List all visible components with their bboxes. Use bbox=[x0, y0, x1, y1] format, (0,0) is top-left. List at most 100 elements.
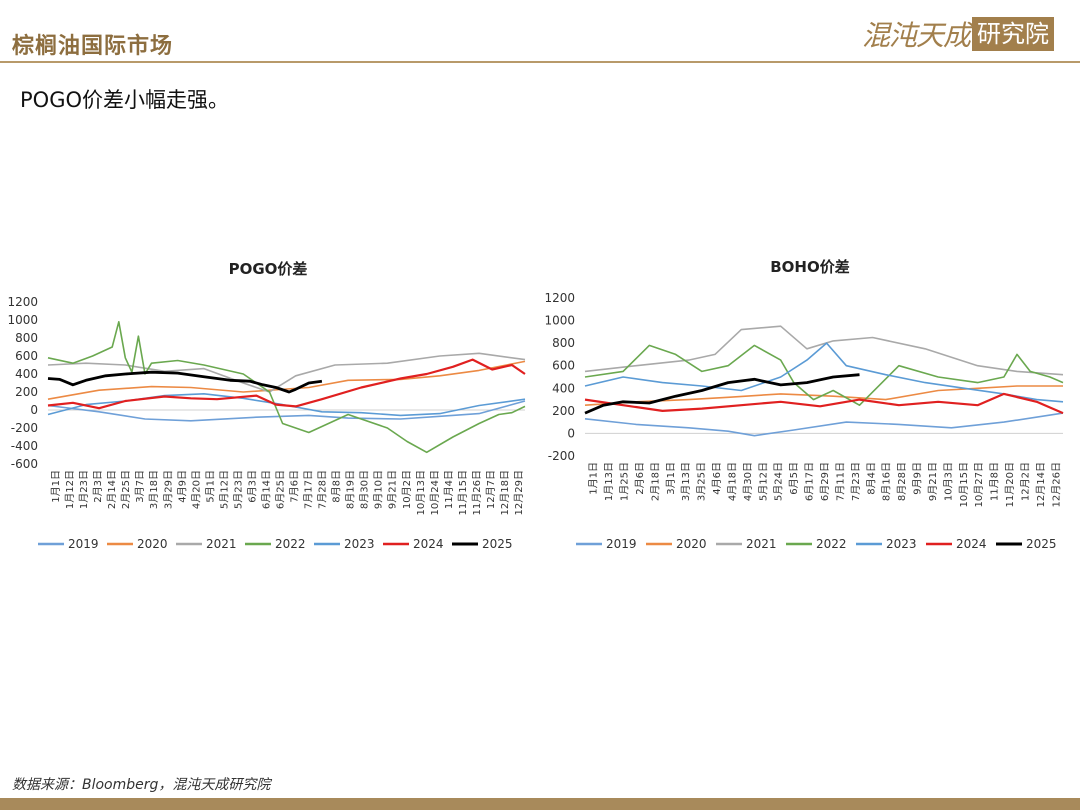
logo-text-left: 混沌天成 bbox=[861, 19, 971, 52]
logo-text-right: 研究院 bbox=[972, 17, 1054, 51]
x-tick-label: 6月5日 bbox=[788, 462, 800, 495]
x-tick-label: 12月2日 bbox=[1019, 462, 1031, 501]
x-tick-label: 11月26日 bbox=[471, 470, 483, 515]
data-source-note: 数据来源：Bloomberg，混沌天成研究院 bbox=[12, 777, 271, 793]
x-tick-label: 10月27日 bbox=[973, 462, 985, 507]
x-tick-label: 11月8日 bbox=[989, 462, 1001, 501]
pogo-spread-chart: POGO价差 -600 -400 -200 0 200 400 600 800 1000 1200 1… bbox=[0, 250, 540, 570]
series-line-2022 bbox=[584, 344, 1064, 406]
y-tick-label: -200 bbox=[11, 421, 38, 435]
series-line-2021 bbox=[47, 352, 526, 393]
x-tick-label: 8月28日 bbox=[896, 462, 908, 501]
x-tick-label: 8月8日 bbox=[331, 470, 343, 503]
y-tick-label: -600 bbox=[11, 457, 38, 471]
y-tick-label: 0 bbox=[567, 426, 575, 440]
x-tick-label: 12月26日 bbox=[1050, 462, 1062, 507]
x-tick-label: 6月14日 bbox=[260, 470, 272, 509]
x-tick-label: 5月24日 bbox=[773, 462, 785, 501]
x-tick-label: 10月15日 bbox=[958, 462, 970, 507]
x-tick-label: 2月3日 bbox=[92, 470, 104, 503]
chart-title: POGO价差 bbox=[229, 260, 308, 278]
x-tick-label: 6月17日 bbox=[804, 462, 816, 501]
legend-label-2021: 2021 bbox=[206, 537, 237, 551]
x-tick-label: 4月20日 bbox=[190, 470, 202, 509]
legend-label-2022: 2022 bbox=[275, 537, 306, 551]
x-tick-label: 2月25日 bbox=[120, 470, 132, 509]
x-tick-label: 10月2日 bbox=[401, 470, 413, 509]
x-tick-label: 8月30日 bbox=[359, 470, 371, 509]
legend-label-2023: 2023 bbox=[344, 537, 375, 551]
footer-bar bbox=[0, 798, 1080, 810]
x-tick-label: 2月6日 bbox=[634, 462, 646, 495]
legend-label-2020: 2020 bbox=[676, 537, 707, 551]
y-tick-label: 600 bbox=[15, 349, 38, 363]
series-line-2021 bbox=[584, 325, 1064, 376]
legend-label-2024: 2024 bbox=[956, 537, 987, 551]
x-tick-label: 3月13日 bbox=[680, 462, 692, 501]
x-tick-label: 1月13日 bbox=[603, 462, 615, 501]
y-tick-label: 1000 bbox=[544, 314, 575, 328]
x-tick-label: 8月16日 bbox=[881, 462, 893, 501]
x-tick-label: 1月1日 bbox=[588, 462, 600, 495]
x-tick-label: 3月29日 bbox=[162, 470, 174, 509]
boho-spread-chart: BOHO价差 -200 0 200 400 600 800 1000 1200 1月1日 1月13日… bbox=[540, 250, 1080, 570]
y-tick-label: 800 bbox=[552, 336, 575, 350]
legend-label-2021: 2021 bbox=[746, 537, 777, 551]
legend-label-2025: 2025 bbox=[1026, 537, 1057, 551]
series-line-2019 bbox=[47, 400, 526, 422]
y-tick-label: 1200 bbox=[544, 291, 575, 305]
legend-label-2023: 2023 bbox=[886, 537, 917, 551]
x-tick-label: 9月21日 bbox=[387, 470, 399, 509]
x-tick-label: 2月18日 bbox=[649, 462, 661, 501]
x-tick-label: 4月9日 bbox=[176, 470, 188, 503]
x-tick-label: 12月29日 bbox=[513, 470, 525, 515]
x-tick-label: 5月12日 bbox=[757, 462, 769, 501]
header-title: 棕榈油国际市场 bbox=[12, 34, 174, 59]
x-tick-label: 1月12日 bbox=[64, 470, 76, 509]
x-tick-label: 1月1日 bbox=[50, 470, 62, 503]
x-tick-label: 3月7日 bbox=[134, 470, 146, 503]
pogo-chart-svg: POGO价差 -600 -400 -200 0 200 400 600 800 1000 1200 1… bbox=[7, 260, 526, 551]
x-tick-label: 9月21日 bbox=[927, 462, 939, 501]
x-tick-label: 9月10日 bbox=[373, 470, 385, 509]
legend-label-2019: 2019 bbox=[606, 537, 637, 551]
x-tick-label: 3月18日 bbox=[148, 470, 160, 509]
x-tick-label: 10月13日 bbox=[415, 470, 427, 515]
y-tick-label: 800 bbox=[15, 331, 38, 345]
series-line-2024 bbox=[584, 392, 1064, 415]
boho-chart-svg: BOHO价差 -200 0 200 400 600 800 1000 1200 1月1日 1月13日… bbox=[544, 258, 1064, 551]
series-line-2019 bbox=[584, 412, 1064, 437]
chart-title: BOHO价差 bbox=[770, 258, 850, 276]
legend-label-2020: 2020 bbox=[137, 537, 168, 551]
legend-label-2024: 2024 bbox=[413, 537, 444, 551]
series-line-2020 bbox=[47, 360, 526, 400]
page-subtitle: POGO价差小幅走强。 bbox=[20, 88, 229, 112]
x-tick-label: 12月7日 bbox=[485, 470, 497, 509]
series-line-2022 bbox=[47, 321, 526, 454]
x-tick-label: 8月4日 bbox=[865, 462, 877, 495]
x-tick-label: 11月20日 bbox=[1004, 462, 1016, 507]
x-tick-label: 3月25日 bbox=[696, 462, 708, 501]
x-tick-label: 5月12日 bbox=[218, 470, 230, 509]
x-tick-label: 10月24日 bbox=[429, 470, 441, 515]
x-tick-label: 11月4日 bbox=[443, 470, 455, 509]
y-tick-label: 200 bbox=[15, 385, 38, 399]
series-line-2024 bbox=[47, 358, 526, 410]
y-tick-label: -200 bbox=[548, 449, 575, 463]
x-tick-label: 6月29日 bbox=[819, 462, 831, 501]
header: 棕榈油国际市场 混沌天成 研究院 bbox=[0, 0, 1080, 64]
x-tick-label: 7月11日 bbox=[834, 462, 846, 501]
x-tick-label: 6月3日 bbox=[246, 470, 258, 503]
x-tick-label: 7月23日 bbox=[850, 462, 862, 501]
y-tick-label: 600 bbox=[552, 359, 575, 373]
x-tick-label: 4月18日 bbox=[726, 462, 738, 501]
x-tick-label: 2月14日 bbox=[106, 470, 118, 509]
x-tick-label: 4月30日 bbox=[742, 462, 754, 501]
y-tick-label: 400 bbox=[15, 367, 38, 381]
x-tick-label: 9月9日 bbox=[912, 462, 924, 495]
brand-logo: 混沌天成 研究院 bbox=[862, 14, 1054, 54]
x-tick-label: 5月23日 bbox=[232, 470, 244, 509]
x-tick-label: 7月6日 bbox=[289, 470, 301, 503]
y-tick-label: 200 bbox=[552, 404, 575, 418]
series-line-2020 bbox=[584, 385, 1063, 406]
